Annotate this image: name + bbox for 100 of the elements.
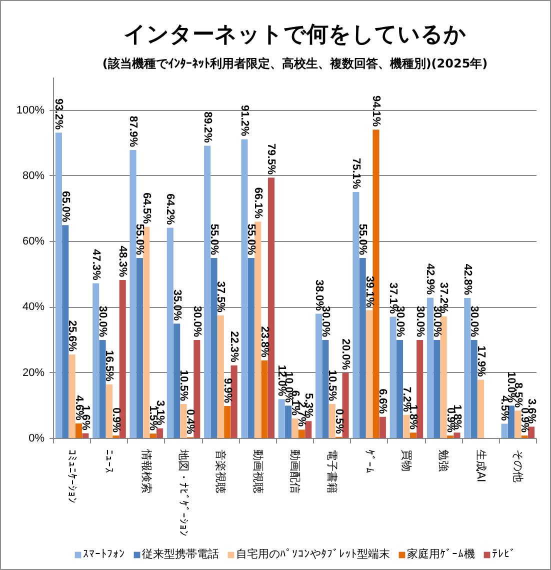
bar [261,360,268,438]
legend-label: 自宅用のﾊﾟｿｺﾝやﾀﾌﾞﾚｯﾄ型端末 [236,546,390,562]
bar [352,192,360,438]
bar [342,372,349,438]
bar [248,258,254,438]
data-label: 37.5% [214,281,227,313]
bar [528,426,535,438]
bar [316,314,322,438]
bar [241,139,248,438]
bar [166,228,174,438]
data-label: 4.5% [498,396,511,421]
data-label: 87.9% [127,116,140,148]
data-label: 64.2% [164,194,176,226]
bar [204,146,211,438]
legend-label: ﾃﾚﾋﾞ [492,548,516,560]
y-tick-label: 80% [22,170,45,182]
bar [210,258,218,438]
bar [230,365,238,438]
data-label: 0.5% [332,408,345,434]
bar [372,130,380,438]
bar [143,226,150,438]
bar [426,298,434,438]
chart-title: インターネットで何をしているか [124,22,466,48]
legend-label: ｽﾏｰﾄﾌｫﾝ [83,548,125,560]
x-tick-label: 音楽視聴 [214,450,228,494]
y-tick-label: 0% [28,432,45,444]
bar [410,432,416,438]
data-label: 30.0% [96,306,109,338]
data-label: 6.6% [376,388,389,414]
data-label: 10.5% [326,370,338,402]
data-label: 30.0% [468,306,480,338]
bar [150,434,156,438]
bar [305,421,312,438]
x-tick-label: その他 [511,450,524,482]
bar [292,418,298,438]
data-label: 23.8% [258,326,271,358]
bar [75,423,82,438]
legend-label: 従来型携帯電話 [142,546,219,562]
data-label: 30.0% [414,306,426,338]
data-label: 0.4% [184,409,196,434]
x-tick-label: 生成AI [474,450,488,482]
bar [514,410,522,438]
data-label: 39.1% [363,276,376,308]
data-label: 94.1% [370,95,382,127]
bar [254,222,262,438]
bar [508,406,515,438]
data-label: 9.9% [221,378,234,404]
data-label: 55.0% [134,224,146,256]
bar [55,132,62,438]
data-label: 1.5% [147,406,160,431]
data-label: 35.0% [170,289,183,321]
data-label: 91.2% [238,105,250,136]
bar [278,399,285,438]
bar [434,340,440,438]
data-label: 20.0% [340,338,352,370]
y-tick-label: 60% [22,236,45,248]
data-label: 16.5% [103,350,116,382]
bar [464,298,471,438]
data-label: 55.0% [356,224,369,256]
bar [328,404,336,438]
x-tick-label: ｺﾐｭﾆｹｰｼｮﾝ [66,450,79,504]
bar [194,340,200,438]
bar [130,150,136,438]
data-label: 17.9% [474,346,487,377]
data-label: 55.0% [245,224,258,256]
bar [390,316,396,438]
data-label: 0.9% [110,407,122,433]
bar [440,316,447,438]
x-tick-label: 買物 [400,450,413,472]
data-label: 10.5% [178,370,190,402]
y-tick-label: 20% [22,366,45,379]
x-tick-label: 情報検索 [140,448,153,494]
bar [99,340,106,438]
data-label: 47.3% [90,249,102,280]
bar [106,384,113,438]
data-label: 0.9% [518,407,531,433]
bar [379,416,386,438]
data-label: 66.1% [252,187,264,219]
bar [403,414,410,438]
data-label: 42.9% [424,264,436,295]
bar [156,428,164,438]
bar [298,430,305,438]
bar [136,258,143,438]
data-label: 65.0% [59,190,72,222]
x-tick-label: 動画配信 [288,450,302,494]
data-label: 30.0% [190,306,203,338]
x-tick-label: 勉強 [437,450,450,472]
data-label: 48.3% [116,246,129,278]
bar [62,225,69,438]
data-label: 22.3% [228,331,240,363]
data-label: 75.1% [350,158,362,190]
data-label: 25.6% [66,320,78,352]
y-tick-label: 40% [22,301,45,314]
bar [82,433,89,438]
data-label: 89.2% [201,112,214,143]
data-label: 42.8% [461,264,474,296]
chart-subtitle: (該当機種でｲﾝﾀｰﾈｯﾄ利用者限定、高校生、複数回答、機種別)(2025年) [102,56,488,70]
data-label: 79.5% [265,143,278,175]
bar [68,354,76,438]
x-tick-label: 地図・ﾅﾋﾞｹﾞｰｼｮﾝ [177,448,190,536]
